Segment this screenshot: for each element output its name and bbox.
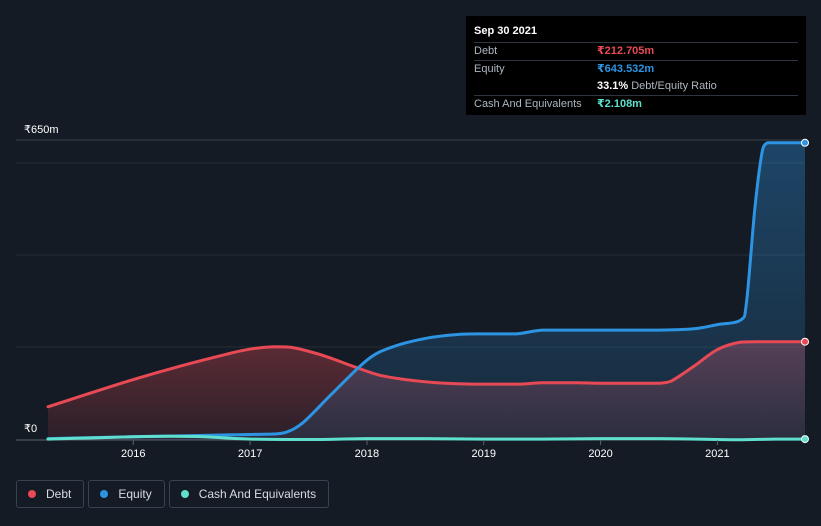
equity-end-marker: [801, 138, 809, 147]
debt-end-marker: [801, 337, 809, 346]
x-tick-label: 2018: [355, 448, 379, 460]
legend-item-debt[interactable]: Debt: [16, 480, 85, 508]
tooltip-row-debt: Debt ₹212.705m: [474, 42, 798, 60]
tooltip-row-ratio: 33.1% Debt/Equity Ratio: [474, 78, 798, 95]
tooltip-panel: Sep 30 2021 Debt ₹212.705m Equity ₹643.5…: [466, 16, 806, 115]
tooltip-date: Sep 30 2021: [474, 25, 537, 37]
series-areas: [48, 142, 805, 440]
x-tick-label: 2016: [121, 448, 145, 460]
tooltip-cash-value: ₹2.108m: [597, 98, 642, 110]
legend-cash-label: Cash And Equivalents: [198, 487, 317, 501]
cash-end-marker: [801, 435, 809, 444]
legend-equity-label: Equity: [118, 487, 152, 501]
equity-area: [48, 142, 805, 440]
y-axis-bottom-label: ₹0: [24, 423, 37, 435]
tooltip-debt-value: ₹212.705m: [597, 45, 655, 57]
x-tick-label: 2019: [472, 448, 496, 460]
tooltip-row-equity: Equity ₹643.532m: [474, 60, 798, 78]
tooltip-debt-label: Debt: [474, 45, 498, 57]
tooltip-ratio-label: Debt/Equity Ratio: [631, 80, 717, 92]
tooltip-equity-value: ₹643.532m: [597, 63, 655, 75]
tooltip-ratio-value: 33.1%: [597, 80, 629, 92]
legend-debt-label: Debt: [46, 487, 72, 501]
cash-line: [46, 434, 807, 442]
series-end-markers: [801, 138, 809, 444]
x-tick-label: 2017: [238, 448, 262, 460]
x-tick-label: 2020: [588, 448, 612, 460]
legend-item-cash[interactable]: Cash And Equivalents: [168, 480, 330, 508]
tooltip-equity-label: Equity: [474, 63, 505, 75]
chart-legend: Debt Equity Cash And Equivalents: [16, 480, 333, 508]
tooltip-cash-label: Cash And Equivalents: [474, 98, 582, 110]
tooltip-row-cash: Cash And Equivalents ₹2.108m: [474, 95, 798, 113]
x-tick-label: 2021: [705, 448, 729, 460]
cash-dot-icon: [180, 490, 189, 498]
equity-line: [46, 141, 807, 441]
debt-dot-icon: [28, 490, 36, 498]
x-axis-ticks: 2016 2017 2018 2019 2020 2021: [121, 440, 730, 460]
series-lines: [46, 141, 807, 442]
debt-line: [46, 340, 807, 409]
y-axis-top-label: ₹650m: [24, 124, 59, 136]
legend-item-equity[interactable]: Equity: [88, 480, 165, 508]
equity-dot-icon: [100, 490, 109, 498]
